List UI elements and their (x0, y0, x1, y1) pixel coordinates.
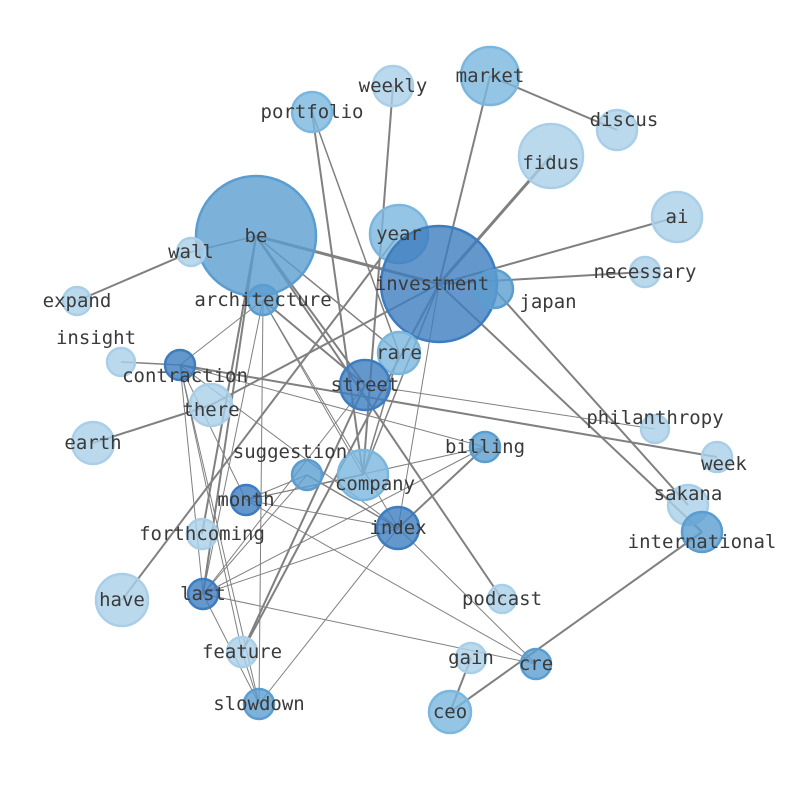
node-contraction[interactable] (163, 348, 197, 382)
node-there[interactable] (188, 382, 234, 428)
nodes-layer (61, 45, 734, 735)
node-label-weekly: weekly (359, 75, 428, 97)
node-label-there: there (182, 399, 239, 421)
node-label-feature: feature (202, 641, 282, 663)
node-label-year: year (376, 223, 422, 245)
edge-japan-sakana (493, 288, 689, 506)
node-fidus[interactable] (517, 122, 585, 190)
node-label-japan: japan (519, 291, 576, 313)
node-earth[interactable] (70, 420, 116, 466)
edge-wall-expand (76, 251, 192, 302)
node-japan[interactable] (473, 268, 515, 310)
node-podcast[interactable] (486, 583, 518, 615)
node-label-ceo: ceo (433, 701, 467, 723)
node-label-investment: investment (375, 273, 489, 295)
node-label-slowdown: slowdown (213, 693, 305, 715)
node-feature[interactable] (225, 635, 259, 669)
node-label-company: company (335, 473, 415, 495)
edge-contraction-last (179, 364, 204, 595)
edge-ceo-international (449, 531, 703, 713)
node-insight[interactable] (105, 346, 137, 378)
edge-year-have (121, 233, 400, 601)
node-slowdown[interactable] (242, 687, 276, 721)
node-label-portfolio: portfolio (261, 101, 364, 123)
edge-architecture-company (262, 299, 364, 476)
node-label-contraction: contraction (122, 365, 248, 387)
node-month[interactable] (229, 483, 263, 517)
edge-investment-international (438, 283, 703, 533)
node-label-wall: wall (168, 241, 214, 263)
node-label-discus: discus (590, 109, 659, 131)
node-label-street: street (331, 374, 400, 396)
node-label-expand: expand (43, 290, 112, 312)
node-cre[interactable] (519, 647, 553, 681)
edge-index-last (202, 527, 399, 595)
node-label-necessary: necessary (594, 261, 697, 283)
node-label-index: index (369, 517, 426, 539)
edge-contraction-month (179, 364, 247, 501)
node-label-fidus: fidus (522, 152, 579, 174)
node-suggestion[interactable] (290, 458, 324, 492)
node-label-forthcoming: forthcoming (139, 523, 265, 545)
node-billing[interactable] (468, 430, 502, 464)
node-portfolio[interactable] (290, 90, 334, 134)
node-label-sakana: sakana (654, 483, 723, 505)
edge-month-cre (245, 499, 537, 665)
node-label-philanthropy: philanthropy (586, 407, 723, 429)
node-label-ai: ai (666, 206, 689, 228)
node-rare[interactable] (376, 330, 422, 376)
node-forthcoming[interactable] (185, 517, 219, 551)
edge-billing-last (202, 446, 486, 595)
node-weekly[interactable] (371, 64, 415, 108)
node-label-week: week (701, 453, 747, 475)
edge-index-month (245, 499, 399, 529)
node-label-cre: cre (519, 653, 553, 675)
edge-street-feature (241, 384, 366, 653)
node-market[interactable] (459, 45, 521, 107)
edge-architecture-contraction (179, 299, 264, 366)
node-label-architecture: architecture (194, 289, 331, 311)
edge-street-last (202, 384, 366, 595)
edge-contraction-billing (179, 364, 486, 448)
node-ceo[interactable] (427, 689, 473, 735)
node-wall[interactable] (175, 236, 207, 268)
node-company[interactable] (336, 448, 390, 502)
node-gain[interactable] (454, 641, 488, 675)
edge-contraction-week (179, 364, 718, 458)
node-discus[interactable] (595, 108, 639, 152)
node-label-rare: rare (376, 342, 422, 364)
node-index[interactable] (375, 505, 421, 551)
node-have[interactable] (94, 572, 150, 628)
node-label-suggestion: suggestion (233, 441, 347, 463)
node-label-international: international (628, 531, 777, 553)
edge-portfolio-company (311, 111, 364, 476)
node-label-insight: insight (56, 327, 136, 349)
node-week[interactable] (700, 440, 734, 474)
node-label-have: have (99, 589, 145, 611)
node-last[interactable] (186, 577, 220, 611)
node-necessary[interactable] (628, 255, 662, 289)
node-label-last: last (180, 583, 226, 605)
edge-index-slowdown (258, 527, 399, 705)
edge-be-podcast (255, 235, 503, 600)
node-philanthropy[interactable] (639, 413, 671, 445)
node-architecture[interactable] (246, 283, 280, 317)
node-label-month: month (217, 489, 274, 511)
labels-layer: market weekly portfolio discus fidus ai be wall… (43, 65, 777, 723)
node-expand[interactable] (61, 285, 93, 317)
node-label-gain: gain (448, 647, 494, 669)
node-ai[interactable] (650, 190, 704, 244)
edge-index-cre (397, 527, 537, 665)
edge-street-philanthropy (364, 384, 656, 430)
node-label-market: market (456, 65, 525, 87)
node-label-be: be (245, 225, 268, 247)
node-label-earth: earth (64, 432, 121, 454)
node-label-billing: billing (445, 436, 525, 458)
node-label-podcast: podcast (462, 588, 542, 610)
edge-last-suggestion (202, 474, 308, 595)
node-street[interactable] (338, 358, 392, 412)
node-international[interactable] (680, 510, 724, 554)
